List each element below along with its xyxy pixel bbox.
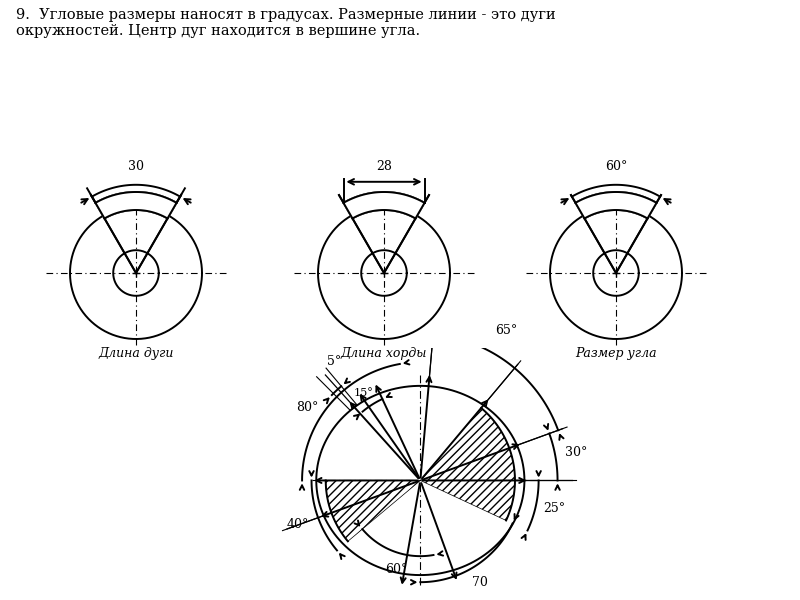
Text: 15°: 15° xyxy=(354,388,374,398)
Text: 28: 28 xyxy=(376,160,392,173)
Polygon shape xyxy=(95,192,177,218)
Text: 60°: 60° xyxy=(386,563,408,576)
Text: 70: 70 xyxy=(471,577,487,589)
Text: 5°: 5° xyxy=(327,355,342,368)
Text: Длина дуги: Длина дуги xyxy=(98,347,174,360)
Text: 60°: 60° xyxy=(605,160,627,173)
Polygon shape xyxy=(575,192,657,218)
Text: 9.  Угловые размеры наносят в градусах. Размерные линии - это дуги
окружностей. : 9. Угловые размеры наносят в градусах. Р… xyxy=(16,8,555,38)
Text: 30: 30 xyxy=(128,160,144,173)
Text: 30°: 30° xyxy=(566,446,588,460)
Text: 40°: 40° xyxy=(287,518,310,532)
Text: Длина хорды: Длина хорды xyxy=(341,347,427,360)
Text: 65°: 65° xyxy=(495,325,518,337)
Text: 80°: 80° xyxy=(296,401,318,413)
Text: Размер угла: Размер угла xyxy=(575,347,657,360)
Polygon shape xyxy=(343,192,425,218)
Text: 25°: 25° xyxy=(543,502,566,515)
